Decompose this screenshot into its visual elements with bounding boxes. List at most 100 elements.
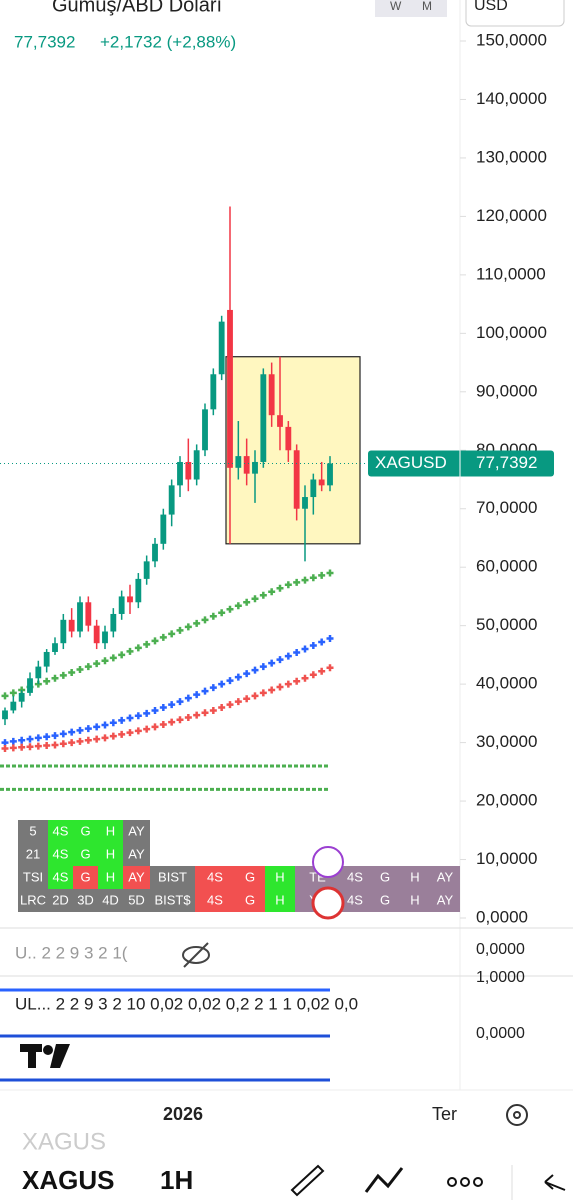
currency-button[interactable] [465,0,565,27]
candle-body [235,456,242,468]
table-cell [340,889,370,912]
candle-body [135,578,142,603]
interval[interactable]: M [422,0,432,13]
y-tick-label: 30,0000 [476,732,537,751]
indicator-marker [176,716,184,724]
candle-body [268,374,275,416]
indicator-marker [234,602,242,610]
indicator-marker [9,689,17,697]
indicator-marker [1,692,9,700]
candle-body [110,613,117,632]
indicator-marker [318,638,326,646]
price-tag [368,450,554,477]
table-cell [123,889,150,912]
change: +2,1732 (+2,88%) [100,32,236,51]
interval-bar[interactable] [375,0,447,17]
alert-badge[interactable] [312,846,344,878]
indicator-marker [268,588,276,596]
candle-body [318,479,325,486]
indicator-marker [118,651,126,659]
table-text: H [410,869,419,884]
table-text: 4S [53,823,69,838]
indicator-marker [226,605,234,613]
toolbar-symbol[interactable]: XAGUS [22,1165,114,1195]
indicator-marker [301,674,309,682]
indicator-marker [51,674,59,682]
indicator-marker [326,635,334,643]
indicator-marker [101,721,109,729]
indicator-icon[interactable] [364,1167,404,1193]
table-text: H [275,892,284,907]
candle-body [2,710,8,720]
indicator-marker [176,626,184,634]
indicator-marker [68,739,76,747]
hide-icon[interactable] [182,942,210,968]
price-tag-symbol: XAGUSD [375,453,447,472]
table-text: 3D [77,892,94,907]
table-cell [98,820,123,843]
indicator-marker [126,714,134,722]
x-label: Ter [432,1104,457,1124]
indicator-marker [109,654,117,662]
table-text: 4S [347,869,363,884]
indicator-marker [168,718,176,726]
watermark [20,1044,70,1068]
indicator-marker [143,709,151,717]
indicator-marker [143,640,151,648]
table-cell [98,866,123,889]
indicator-marker [9,744,17,752]
draw-icon[interactable] [290,1164,325,1197]
y-tick-label: 90,0000 [476,381,537,400]
symbol-title: Gumuş/ABD Doları [52,0,222,16]
back-icon[interactable] [544,1174,566,1191]
table-cell [73,889,98,912]
table-text: AY [437,892,454,907]
toolbar-interval[interactable]: 1H [160,1165,193,1195]
candle-body [35,666,42,679]
range-box [225,356,361,545]
y-tick-label: 60,0000 [476,557,537,576]
y-tick-label: 20,0000 [476,791,537,810]
candle-body [52,643,58,652]
y-tick-label: 70,0000 [476,498,537,517]
flag-badge[interactable] [311,886,345,920]
indicator-marker [159,633,167,641]
indicator-marker [259,591,267,599]
table-cell [235,889,265,912]
indicator-marker [209,684,217,692]
indicator-marker [284,680,292,688]
indicator-marker [293,578,301,586]
interval[interactable]: W [390,0,402,13]
candle-body [327,463,333,486]
indicator-marker [1,744,9,752]
pane-axis-label: 0,0000 [476,941,525,958]
indicator-marker [226,701,234,709]
table-text: AY [437,869,454,884]
indicator-marker [18,743,26,751]
table-cell [18,866,48,889]
indicator-marker [326,569,334,577]
indicator-marker [84,736,92,744]
indicator-marker [184,694,192,702]
settings-icon[interactable] [506,1104,528,1126]
candle-body [152,543,158,562]
indicator-marker [218,680,226,688]
y-tick-label: 100,0000 [476,323,547,342]
table-cell [430,889,460,912]
indicator-marker [43,733,51,741]
table-cell [18,889,48,912]
table-text: H [106,823,115,838]
candle-body [168,485,175,515]
indicator-marker [159,720,167,728]
candle-body [93,625,100,644]
currency[interactable]: USD [474,0,508,14]
table-text: 4S [347,892,363,907]
table-text: 4S [53,846,69,861]
indicator-marker [276,683,284,691]
table-cell [73,820,98,843]
more-icon[interactable] [447,1177,483,1187]
y-tick-label: 40,0000 [476,674,537,693]
indicator-marker [259,689,267,697]
indicator-marker [193,711,201,719]
indicator-marker [151,706,159,714]
